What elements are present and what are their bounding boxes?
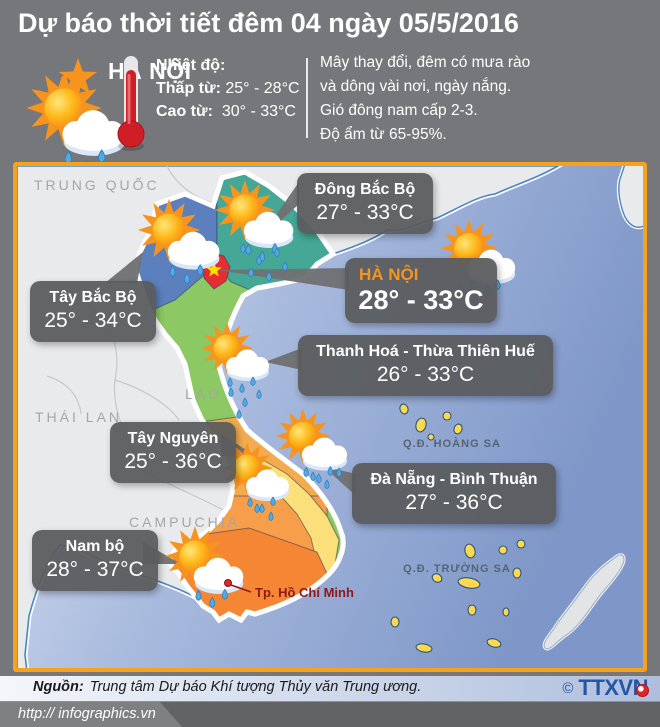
label-tphcm: Tp. Hồ Chí Minh [255, 585, 354, 600]
region-name: Tây Bắc Bộ [49, 289, 137, 306]
temp-heading: Nhiệt độ: [156, 57, 226, 74]
label-truong-sa: Q.Đ. TRƯỜNG SA [403, 562, 511, 575]
truong-sa-islands [390, 539, 526, 653]
forecast-line: Gió đông nam cấp 2-3. [320, 102, 478, 119]
tphcm-marker [224, 579, 252, 593]
region-temp: 25° - 34°C [44, 309, 142, 332]
page-title: Dự báo thời tiết đêm 04 ngày 05/5/2016 [18, 8, 519, 38]
agency-wordmark: TTXVN Vietnam News Agency [578, 675, 652, 713]
callout-dong-bac-bo: Đông Bắc Bộ 27° - 33°C [297, 173, 433, 234]
thermometer-icon [117, 56, 145, 151]
temperature-block: Nhiệt độ: Thấp từ: 25° - 28°C Cao từ: 30… [156, 54, 300, 123]
low-label: Thấp từ: [156, 80, 221, 97]
map-canvas: TRUNG QUỐC THÁI LAN LÀO CAMPUCHIA Q.Đ. H… [17, 166, 643, 668]
label-thailand: THÁI LAN [35, 409, 122, 425]
hoang-sa-islands [399, 403, 463, 441]
callout-nam-bo: Nam bộ 28° - 37°C [32, 530, 158, 591]
agency-emblem-icon [636, 684, 650, 697]
source-value: Trung tâm Dự báo Khí tượng Thủy văn Trun… [89, 679, 422, 695]
region-name: Đà Nẵng - Bình Thuận [370, 471, 538, 488]
callout-thanh-hoa-hue: Thanh Hoá - Thừa Thiên Huế 26° - 33°C [298, 335, 553, 396]
callout-ha-noi: HÀ NỘI 28° - 33°C [345, 258, 497, 323]
region-name: Nam bộ [65, 538, 125, 555]
high-value: 30° - 33°C [221, 103, 296, 120]
region-name: Đông Bắc Bộ [314, 181, 416, 198]
label-laos: LÀO [185, 386, 222, 402]
callout-tay-bac-bo: Tây Bắc Bộ 25° - 34°C [30, 281, 156, 342]
callout-tay-nguyen: Tây Nguyên 25° - 36°C [110, 422, 236, 483]
callout-da-nang-binh-thuan: Đà Nẵng - Bình Thuận 27° - 36°C [352, 463, 556, 524]
source-text: Nguồn: Trung tâm Dự báo Khí tượng Thủy vă… [33, 679, 421, 695]
forecast-line: Độ ẩm từ 65-95%. [320, 126, 447, 143]
url-tab [0, 702, 183, 727]
region-temp: 26° - 33°C [376, 363, 475, 386]
hanoi-star-marker [206, 262, 222, 277]
hanoi-summary: HÀ NỘI Nhiệt độ: Thấp từ: 25° - 28°C Cao… [0, 46, 660, 162]
city-name: HÀ NỘI [108, 58, 192, 84]
source-bar: Nguồn: Trung tâm Dự báo Khí tượng Thủy vă… [0, 675, 660, 713]
region-temp: 27° - 36°C [405, 491, 503, 514]
copyright-icon: © [562, 679, 574, 697]
forecast-line: và dông vài nơi, ngày nắng. [320, 78, 512, 95]
region-temp: 27° - 33°C [316, 201, 414, 224]
region-temp: 28° - 33°C [358, 285, 484, 315]
forecast-description: Mây thay đổi, đêm có mưa rào và dông vài… [320, 51, 530, 147]
header: Dự báo thời tiết đêm 04 ngày 05/5/2016 [0, 0, 660, 46]
star-icon [59, 58, 97, 94]
region-name: HÀ NỘI [359, 265, 419, 284]
region-name: Thanh Hoá - Thừa Thiên Huế [316, 343, 535, 360]
label-hoang-sa: Q.Đ. HOÀNG SA [403, 437, 501, 450]
website-url: http:// infographics.vn [18, 706, 156, 722]
vietnam-map: TRUNG QUỐC THÁI LAN LÀO CAMPUCHIA Q.Đ. H… [13, 162, 647, 672]
label-china: TRUNG QUỐC [34, 176, 160, 193]
url-bar: http:// infographics.vn [0, 701, 660, 727]
vertical-divider [306, 58, 308, 138]
ttxvn-logo: © TTXVN Vietnam News Agency [562, 675, 652, 713]
region-name: Tây Nguyên [127, 430, 219, 447]
source-label: Nguồn: [33, 679, 84, 695]
high-label: Cao từ: [156, 103, 213, 120]
agency-name: TTXVN [578, 675, 648, 700]
low-value: 25° - 28°C [225, 80, 300, 97]
label-cambodia: CAMPUCHIA [129, 514, 240, 530]
region-temp: 25° - 36°C [124, 450, 222, 473]
region-temp: 28° - 37°C [46, 558, 144, 581]
forecast-line: Mây thay đổi, đêm có mưa rào [320, 54, 531, 71]
